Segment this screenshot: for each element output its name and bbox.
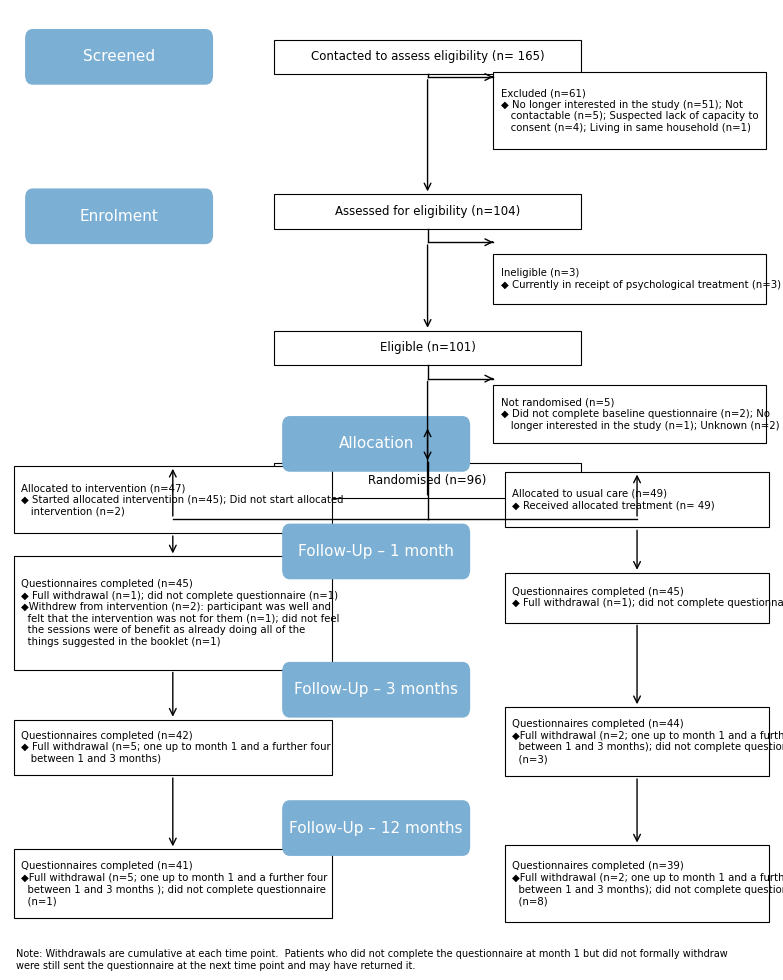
Text: Assessed for eligibility (n=104): Assessed for eligibility (n=104) [335,205,520,218]
Text: Questionnaires completed (n=44)
◆Full withdrawal (n=2; one up to month 1 and a f: Questionnaires completed (n=44) ◆Full wi… [512,719,783,764]
Text: Allocation: Allocation [338,436,414,452]
Text: Follow-Up – 3 months: Follow-Up – 3 months [294,682,458,697]
FancyBboxPatch shape [505,846,770,922]
Text: Questionnaires completed (n=42)
◆ Full withdrawal (n=5; one up to month 1 and a : Questionnaires completed (n=42) ◆ Full w… [21,731,331,764]
FancyBboxPatch shape [493,73,766,149]
Text: Note: Withdrawals are cumulative at each time point.  Patients who did not compl: Note: Withdrawals are cumulative at each… [16,949,727,970]
Text: Enrolment: Enrolment [80,209,158,223]
FancyBboxPatch shape [274,464,581,498]
FancyBboxPatch shape [25,29,213,84]
Text: Eligible (n=101): Eligible (n=101) [380,341,475,355]
Text: Allocated to intervention (n=47)
◆ Started allocated intervention (n=45); Did no: Allocated to intervention (n=47) ◆ Start… [21,483,344,516]
FancyBboxPatch shape [13,466,332,533]
FancyBboxPatch shape [274,39,581,74]
Text: Randomised (n=96): Randomised (n=96) [368,474,487,487]
FancyBboxPatch shape [13,719,332,775]
Text: Questionnaires completed (n=41)
◆Full withdrawal (n=5; one up to month 1 and a f: Questionnaires completed (n=41) ◆Full wi… [21,861,327,906]
Text: Excluded (n=61)
◆ No longer interested in the study (n=51); Not
   contactable (: Excluded (n=61) ◆ No longer interested i… [501,88,759,133]
FancyBboxPatch shape [274,194,581,228]
FancyBboxPatch shape [274,330,581,366]
Text: Ineligible (n=3)
◆ Currently in receipt of psychological treatment (n=3): Ineligible (n=3) ◆ Currently in receipt … [501,268,781,289]
FancyBboxPatch shape [493,254,766,304]
Text: Screened: Screened [83,49,155,65]
FancyBboxPatch shape [282,523,470,579]
Text: Questionnaires completed (n=45)
◆ Full withdrawal (n=1); did not complete questi: Questionnaires completed (n=45) ◆ Full w… [512,587,783,609]
FancyBboxPatch shape [282,801,470,856]
FancyBboxPatch shape [493,385,766,443]
Text: Questionnaires completed (n=45)
◆ Full withdrawal (n=1); did not complete questi: Questionnaires completed (n=45) ◆ Full w… [21,579,340,647]
Text: Not randomised (n=5)
◆ Did not complete baseline questionnaire (n=2); No
   long: Not randomised (n=5) ◆ Did not complete … [501,398,779,431]
FancyBboxPatch shape [25,188,213,244]
FancyBboxPatch shape [282,416,470,471]
Text: Questionnaires completed (n=39)
◆Full withdrawal (n=2; one up to month 1 and a f: Questionnaires completed (n=39) ◆Full wi… [512,861,783,906]
FancyBboxPatch shape [13,850,332,918]
FancyBboxPatch shape [282,662,470,717]
FancyBboxPatch shape [505,572,770,622]
Text: Follow-Up – 1 month: Follow-Up – 1 month [298,544,454,559]
Text: Follow-Up – 12 months: Follow-Up – 12 months [290,820,463,836]
Text: Allocated to usual care (n=49)
◆ Received allocated treatment (n= 49): Allocated to usual care (n=49) ◆ Receive… [512,489,715,511]
FancyBboxPatch shape [505,707,770,776]
FancyBboxPatch shape [13,557,332,669]
FancyBboxPatch shape [505,471,770,527]
Text: Contacted to assess eligibility (n= 165): Contacted to assess eligibility (n= 165) [311,50,544,64]
